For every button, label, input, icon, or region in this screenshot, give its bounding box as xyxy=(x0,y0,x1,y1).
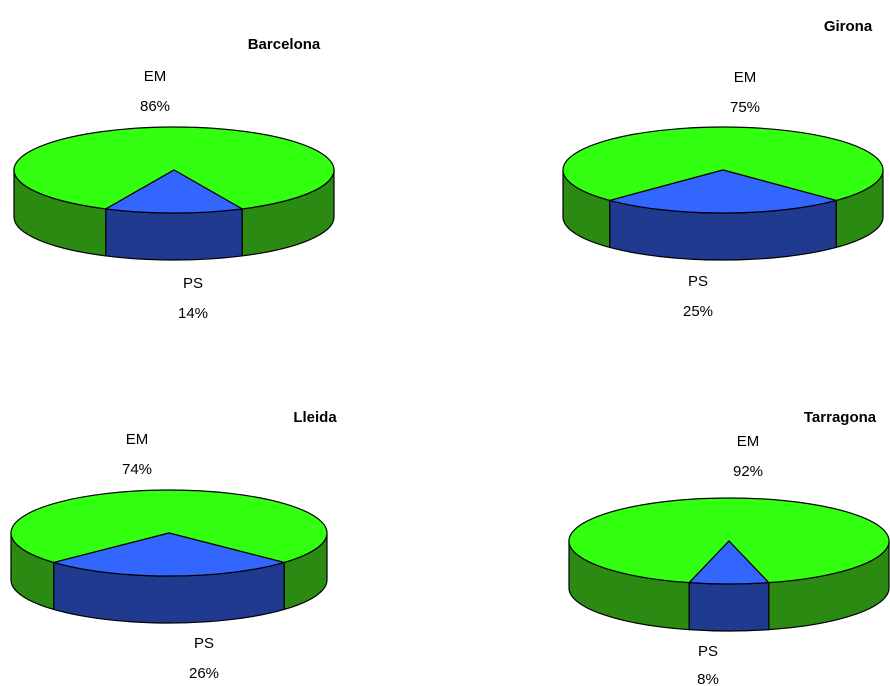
chart-title-girona: Girona xyxy=(824,18,873,35)
ps-slice-top xyxy=(609,169,837,214)
slice-value-ps-tarragona: 8% xyxy=(697,671,719,686)
chart-title-tarragona: Tarragona xyxy=(804,409,877,426)
chart-tarragona: Tarragona EM 92% PS 8% xyxy=(568,409,890,686)
slice-label-em-girona: EM xyxy=(734,69,757,86)
slice-label-ps-tarragona: PS xyxy=(698,643,718,660)
chart-lleida: Lleida EM 74% PS 26% xyxy=(10,409,337,682)
slice-label-em-lleida: EM xyxy=(126,431,149,448)
slice-label-em-tarragona: EM xyxy=(737,433,760,450)
em-slice-top xyxy=(13,126,335,210)
ps-slice-top xyxy=(688,540,770,585)
slice-value-ps-barcelona: 14% xyxy=(178,305,208,322)
slice-label-ps-lleida: PS xyxy=(194,635,214,652)
slice-label-em-barcelona: EM xyxy=(144,68,167,85)
slice-label-ps-barcelona: PS xyxy=(183,275,203,292)
ps-side-wall xyxy=(688,582,770,632)
pie-body-tarragona xyxy=(568,497,890,632)
pie-body-barcelona xyxy=(13,126,335,261)
slice-value-em-tarragona: 92% xyxy=(733,463,763,480)
em-slice-top xyxy=(568,497,890,584)
chart-title-barcelona: Barcelona xyxy=(248,36,321,53)
pie-body-lleida xyxy=(10,489,328,624)
pie-body-girona xyxy=(562,126,884,261)
slice-label-ps-girona: PS xyxy=(688,273,708,290)
em-slice-top xyxy=(562,126,884,202)
ps-slice-top xyxy=(53,532,285,577)
em-slice-top xyxy=(10,489,328,564)
chart-girona: Girona EM 75% PS 25% xyxy=(562,18,884,320)
slice-value-em-girona: 75% xyxy=(730,99,760,116)
slice-value-em-lleida: 74% xyxy=(122,461,152,478)
ps-slice-top xyxy=(105,169,243,214)
slice-value-ps-girona: 25% xyxy=(683,303,713,320)
slice-value-ps-lleida: 26% xyxy=(189,665,219,682)
chart-title-lleida: Lleida xyxy=(293,409,337,426)
chart-barcelona: Barcelona EM 86% PS 14% xyxy=(13,36,335,322)
ps-side-wall xyxy=(105,208,243,261)
slice-value-em-barcelona: 86% xyxy=(140,98,170,115)
